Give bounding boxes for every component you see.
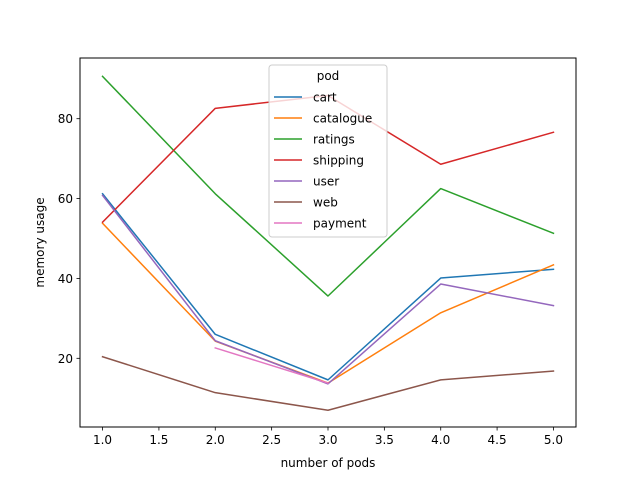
x-tick-label: 4.5 xyxy=(488,433,507,447)
y-axis-label: memory usage xyxy=(33,197,47,287)
legend-label-payment: payment xyxy=(313,217,367,231)
x-tick-label: 2.5 xyxy=(262,433,281,447)
y-tick-label: 80 xyxy=(58,112,73,126)
series-line-ratings xyxy=(101,75,555,297)
legend-label-ratings: ratings xyxy=(313,133,355,147)
legend: pod cart catalogue ratings shipping user web p… xyxy=(268,64,388,238)
legend-label-catalogue: catalogue xyxy=(313,112,372,126)
x-tick-label: 2.0 xyxy=(206,433,225,447)
x-tick-label: 5.0 xyxy=(544,433,563,447)
series-line-web xyxy=(101,355,555,411)
legend-label-user: user xyxy=(313,175,339,189)
legend-box xyxy=(268,64,388,238)
series-line-payment xyxy=(214,346,329,385)
y-tick-label: 40 xyxy=(58,272,73,286)
y-axis: 20 40 60 80 xyxy=(58,112,80,366)
x-axis-label: number of pods xyxy=(281,456,376,470)
legend-title: pod xyxy=(317,69,340,83)
x-tick-label: 3.0 xyxy=(318,433,337,447)
y-tick-label: 60 xyxy=(58,192,73,206)
series-line-cart xyxy=(101,192,555,381)
x-tick-label: 1.0 xyxy=(93,433,112,447)
y-tick-label: 20 xyxy=(58,352,73,366)
legend-label-web: web xyxy=(313,196,338,210)
x-tick-label: 1.5 xyxy=(149,433,168,447)
legend-label-cart: cart xyxy=(313,91,337,105)
x-tick-label: 3.5 xyxy=(375,433,394,447)
x-tick-label: 4.0 xyxy=(431,433,450,447)
legend-entries: cart catalogue ratings shipping user web payme… xyxy=(274,91,372,231)
x-axis: 1.0 1.5 2.0 2.5 3.0 3.5 4.0 4.5 5.0 xyxy=(93,427,563,447)
series-line-user xyxy=(101,194,555,385)
legend-label-shipping: shipping xyxy=(313,154,364,168)
